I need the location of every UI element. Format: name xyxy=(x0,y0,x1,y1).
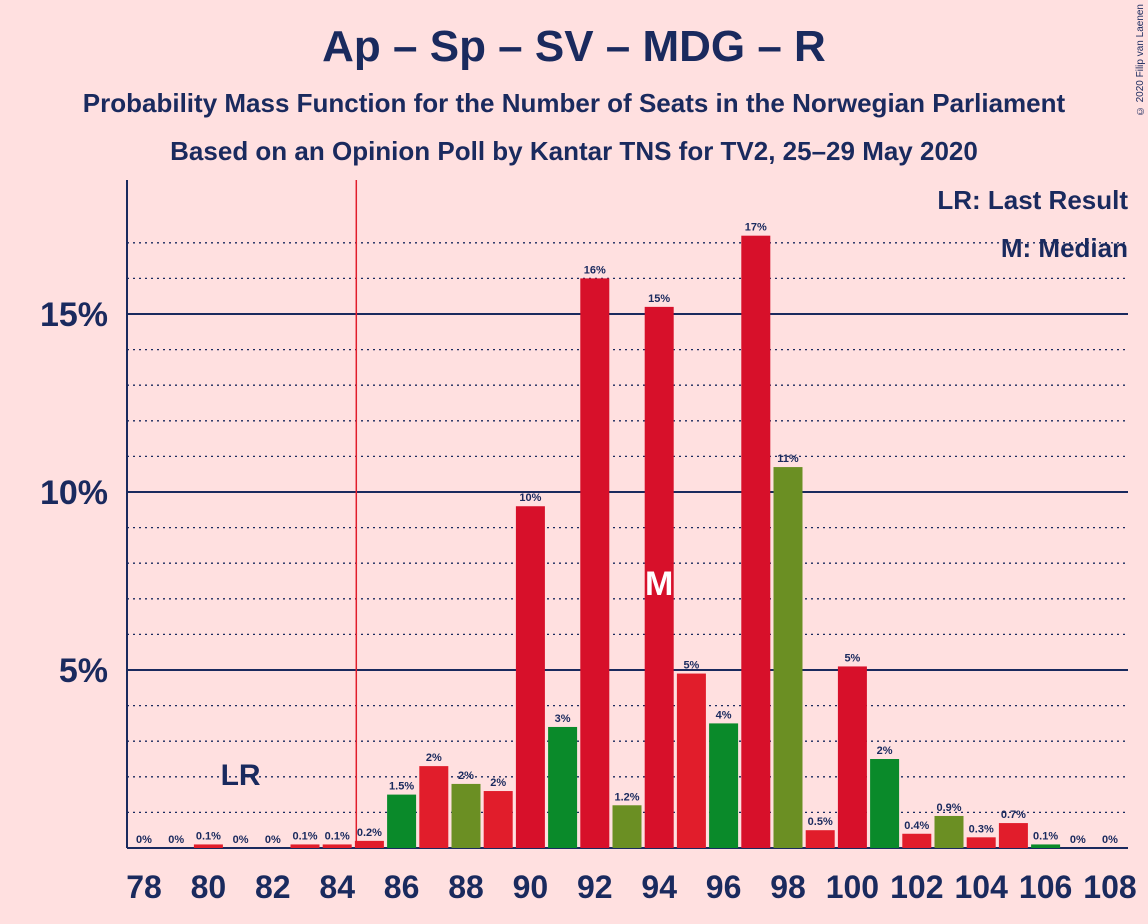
bar-value-label: 5% xyxy=(844,652,860,664)
bar-seat-91 xyxy=(548,726,578,848)
bar-value-label: 0.9% xyxy=(936,802,961,814)
bar-value-label: 2% xyxy=(877,745,893,757)
x-tick-label: 98 xyxy=(770,869,806,905)
bar-value-label: 5% xyxy=(683,660,699,672)
y-tick-label: 10% xyxy=(40,474,108,512)
bar-value-label: 0.1% xyxy=(325,830,350,842)
bar-seat-94 xyxy=(644,306,674,848)
x-tick-label: 80 xyxy=(191,869,227,905)
x-tick-label: 84 xyxy=(319,869,355,905)
bar-value-label: 10% xyxy=(519,492,541,504)
bar-seat-105 xyxy=(998,823,1028,848)
y-tick-label: 15% xyxy=(40,296,108,334)
x-tick-label: 88 xyxy=(448,869,484,905)
bar-value-label: 16% xyxy=(584,264,606,276)
bar-value-label: 0.2% xyxy=(357,827,382,839)
legend-last-result: LR: Last Result xyxy=(937,185,1128,215)
x-tick-label: 94 xyxy=(641,869,677,905)
bar-seat-103 xyxy=(934,815,964,848)
bar-value-label: 4% xyxy=(716,709,732,721)
bar-value-label: 0% xyxy=(136,834,152,846)
bar-seat-97 xyxy=(741,235,771,848)
median-marker: M xyxy=(645,565,673,603)
bar-seat-90 xyxy=(515,506,545,848)
x-tick-label: 92 xyxy=(577,869,613,905)
bar-value-label: 1.2% xyxy=(614,791,639,803)
x-tick-label: 100 xyxy=(826,869,879,905)
bar-seat-101 xyxy=(870,759,900,848)
bar-value-label: 2% xyxy=(490,777,506,789)
bar-value-label: 17% xyxy=(745,222,767,234)
bar-value-label: 1.5% xyxy=(389,781,414,793)
bar-value-label: 0% xyxy=(233,834,249,846)
bar-seat-92 xyxy=(580,278,610,848)
bar-seat-86 xyxy=(387,794,417,848)
bar-value-label: 11% xyxy=(777,453,799,465)
bar-value-label: 2% xyxy=(458,770,474,782)
bar-value-label: 0% xyxy=(168,834,184,846)
bar-seat-99 xyxy=(805,830,835,848)
x-tick-label: 86 xyxy=(384,869,420,905)
x-tick-label: 104 xyxy=(955,869,1009,905)
bar-seat-84 xyxy=(322,844,352,848)
bar-value-label: 0.5% xyxy=(808,816,833,828)
bar-value-label: 0.7% xyxy=(1001,809,1026,821)
x-tick-label: 106 xyxy=(1019,869,1072,905)
legend-median: M: Median xyxy=(1000,233,1128,263)
bar-value-label: 0.3% xyxy=(969,823,994,835)
x-tick-label: 82 xyxy=(255,869,291,905)
chart-subtitle: Probability Mass Function for the Number… xyxy=(82,88,1066,118)
bar-seat-87 xyxy=(419,766,449,848)
x-tick-label: 96 xyxy=(706,869,742,905)
bar-seat-83 xyxy=(290,844,320,848)
bar-value-label: 0% xyxy=(1102,834,1118,846)
y-tick-label: 5% xyxy=(59,652,108,690)
bar-seat-89 xyxy=(483,791,513,848)
bar-value-label: 0.1% xyxy=(1033,830,1058,842)
bar-seat-106 xyxy=(1031,844,1061,848)
bar-value-label: 2% xyxy=(426,752,442,764)
bar-seat-104 xyxy=(966,837,996,848)
bar-seat-96 xyxy=(709,723,739,848)
bar-value-label: 0% xyxy=(1070,834,1086,846)
bar-value-label: 0% xyxy=(265,834,281,846)
bar-seat-100 xyxy=(837,666,867,848)
bar-seat-88 xyxy=(451,783,481,848)
bar-value-label: 0.1% xyxy=(196,830,221,842)
x-tick-label: 90 xyxy=(513,869,549,905)
bar-seat-85 xyxy=(354,840,384,848)
bar-value-label: 0.4% xyxy=(904,820,929,832)
bar-value-label: 15% xyxy=(648,293,670,305)
x-tick-label: 108 xyxy=(1083,869,1136,905)
bar-seat-95 xyxy=(676,673,706,848)
bar-seat-80 xyxy=(193,844,223,848)
bar-seat-102 xyxy=(902,833,932,848)
bar-value-label: 3% xyxy=(555,713,571,725)
chart-subtitle-source: Based on an Opinion Poll by Kantar TNS f… xyxy=(170,136,978,166)
chart-title: Ap – Sp – SV – MDG – R xyxy=(322,22,826,71)
bar-seat-98 xyxy=(773,467,803,848)
bar-seat-93 xyxy=(612,805,642,848)
last-result-label: LR xyxy=(221,759,261,792)
bar-value-label: 0.1% xyxy=(292,830,317,842)
x-tick-label: 102 xyxy=(890,869,943,905)
x-tick-label: 78 xyxy=(126,869,162,905)
